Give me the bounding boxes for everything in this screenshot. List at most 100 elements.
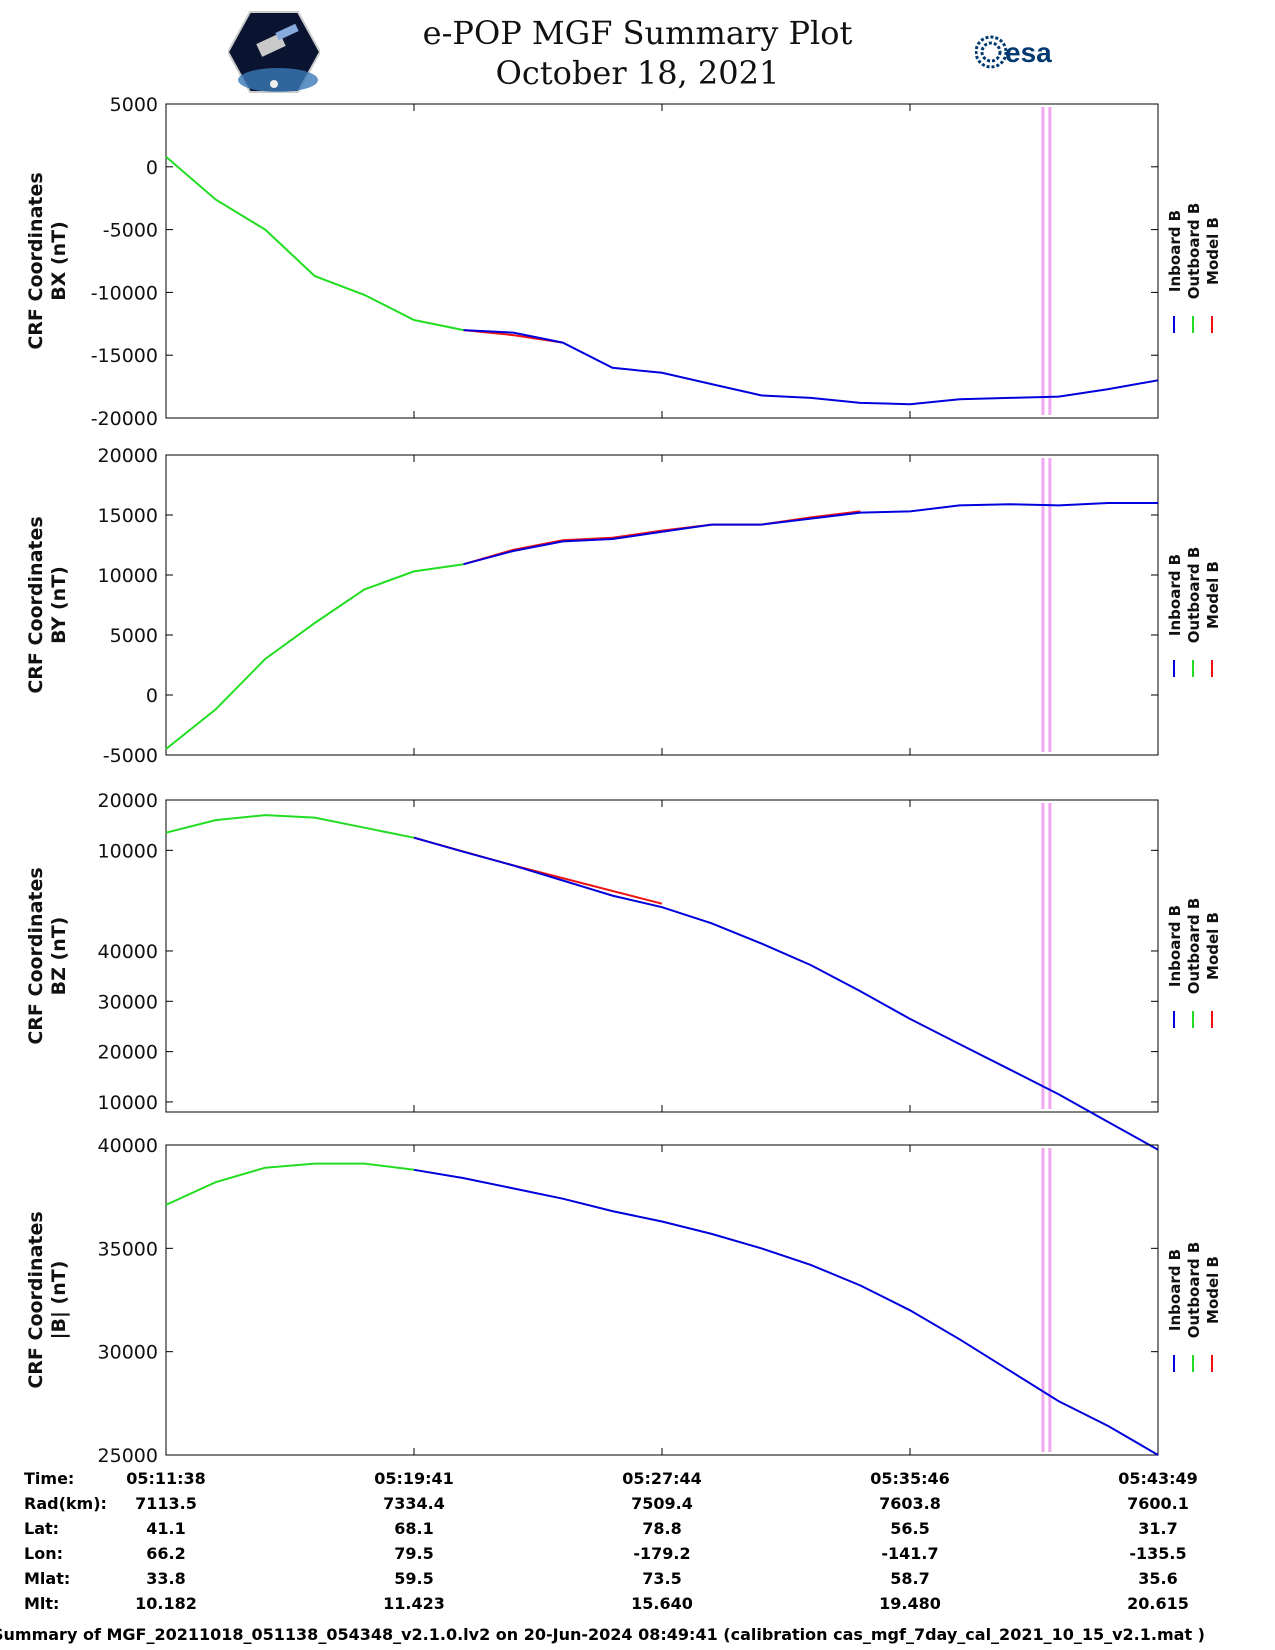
legend-label: Model B xyxy=(1204,561,1222,629)
table-cell: 05:19:41 xyxy=(374,1469,454,1488)
legend-label: Inboard B xyxy=(1166,905,1184,987)
y-tick-label: 30000 xyxy=(98,991,158,1013)
table-cell: 7509.4 xyxy=(631,1494,693,1513)
table-cell: 7603.8 xyxy=(879,1494,941,1513)
plot-frame-0 xyxy=(165,103,1159,419)
event-marker xyxy=(1041,1148,1045,1452)
y-axis-label: CRF CoordinatesBY (nT) xyxy=(25,516,70,693)
event-marker xyxy=(1041,107,1045,415)
series-inboard-b xyxy=(413,1168,1159,1456)
y-tick-label: 10000 xyxy=(98,565,158,587)
y-tick-label: 40000 xyxy=(98,1135,158,1157)
row-label: Lat: xyxy=(24,1519,60,1538)
series-outboard-b xyxy=(165,156,464,332)
esa-logo: esa xyxy=(975,35,1052,69)
table-cell: 10.182 xyxy=(135,1594,197,1613)
table-cell: 15.640 xyxy=(631,1594,693,1613)
y-tick-label: 40000 xyxy=(98,941,158,963)
legend-label: Model B xyxy=(1204,912,1222,980)
legend-label: Outboard B xyxy=(1185,547,1203,644)
series-outboard-b xyxy=(165,814,415,839)
legend-label: Model B xyxy=(1204,217,1222,285)
table-cell: 56.5 xyxy=(890,1519,930,1538)
event-marker xyxy=(1048,1148,1052,1452)
row-label: Lon: xyxy=(24,1544,63,1563)
table-cell: 78.8 xyxy=(642,1519,682,1538)
plot-title: e-POP MGF Summary Plot xyxy=(422,14,853,52)
legend-label: Inboard B xyxy=(1166,210,1184,292)
plot-date: October 18, 2021 xyxy=(495,54,780,92)
plot-frame-3 xyxy=(165,1144,1159,1456)
table-cell: 20.615 xyxy=(1127,1594,1189,1613)
y-axis-label: CRF Coordinates|B| (nT) xyxy=(25,1211,70,1388)
y-tick-label: -10000 xyxy=(91,282,158,304)
series-inboard-b xyxy=(463,329,1159,406)
y-tick-label: -5000 xyxy=(103,220,158,242)
y-tick-label: -5000 xyxy=(103,745,158,767)
table-cell: -135.5 xyxy=(1129,1544,1187,1563)
table-cell: 66.2 xyxy=(146,1544,186,1563)
row-label: Time: xyxy=(24,1469,75,1488)
series-outboard-b xyxy=(165,563,464,750)
svg-text:esa: esa xyxy=(1005,37,1052,68)
legend-label: Outboard B xyxy=(1185,203,1203,300)
legend-label: Inboard B xyxy=(1166,554,1184,636)
event-marker xyxy=(1048,107,1052,415)
table-cell: 7334.4 xyxy=(383,1494,445,1513)
table-cell: 59.5 xyxy=(394,1569,434,1588)
table-cell: 05:27:44 xyxy=(622,1469,702,1488)
table-cell: 68.1 xyxy=(394,1519,434,1538)
y-tick-label: 20000 xyxy=(98,1042,158,1064)
summary-footer: Summary of MGF_20211018_051138_054348_v2… xyxy=(0,1625,1205,1644)
series-outboard-b xyxy=(165,1162,415,1206)
table-cell: 35.6 xyxy=(1138,1569,1178,1588)
table-cell: 73.5 xyxy=(642,1569,682,1588)
legend-label: Model B xyxy=(1204,1256,1222,1324)
y-tick-label: 25000 xyxy=(98,1445,158,1467)
event-marker xyxy=(1048,458,1052,752)
table-cell: 05:35:46 xyxy=(870,1469,950,1488)
y-tick-label: 20000 xyxy=(98,790,158,812)
y-tick-label: 20000 xyxy=(98,445,158,467)
table-cell: -141.7 xyxy=(881,1544,939,1563)
row-label: Rad(km): xyxy=(24,1494,107,1513)
row-label: Mlt: xyxy=(24,1594,60,1613)
table-cell: 41.1 xyxy=(146,1519,186,1538)
table-cell: 7113.5 xyxy=(135,1494,197,1513)
y-tick-label: 30000 xyxy=(98,1342,158,1364)
table-cell: 79.5 xyxy=(394,1544,434,1563)
legend-label: Inboard B xyxy=(1166,1249,1184,1331)
series-inboard-b xyxy=(463,502,1158,566)
y-tick-label: 5000 xyxy=(110,625,158,647)
row-label: Mlat: xyxy=(24,1569,71,1588)
cassiope-mission-logo xyxy=(228,11,320,93)
legend-label: Outboard B xyxy=(1185,1242,1203,1339)
event-marker xyxy=(1041,458,1045,752)
y-tick-label: 5000 xyxy=(110,94,158,116)
series-inboard-b xyxy=(413,836,1159,1151)
table-cell: 33.8 xyxy=(146,1569,186,1588)
y-axis-label: CRF CoordinatesBZ (nT) xyxy=(25,867,70,1044)
plot-frame-1 xyxy=(165,454,1159,756)
table-cell: 19.480 xyxy=(879,1594,941,1613)
table-cell: 05:43:49 xyxy=(1118,1469,1198,1488)
plot-frame-2 xyxy=(165,799,1159,1113)
y-tick-label: -20000 xyxy=(91,408,158,430)
table-cell: 58.7 xyxy=(890,1569,930,1588)
y-tick-label: 35000 xyxy=(98,1238,158,1260)
y-tick-label: 0 xyxy=(146,685,158,707)
event-marker xyxy=(1041,803,1045,1109)
table-cell: 11.423 xyxy=(383,1594,445,1613)
y-tick-label: 10000 xyxy=(98,840,158,862)
y-tick-label: 10000 xyxy=(98,1092,158,1114)
y-tick-label: 15000 xyxy=(98,505,158,527)
y-tick-label: 0 xyxy=(146,157,158,179)
table-cell: -179.2 xyxy=(633,1544,691,1563)
table-cell: 31.7 xyxy=(1138,1519,1178,1538)
table-cell: 05:11:38 xyxy=(126,1469,206,1488)
event-marker xyxy=(1048,803,1052,1109)
table-cell: 7600.1 xyxy=(1127,1494,1189,1513)
y-axis-label: CRF CoordinatesBX (nT) xyxy=(25,172,70,349)
y-tick-label: -15000 xyxy=(91,345,158,367)
